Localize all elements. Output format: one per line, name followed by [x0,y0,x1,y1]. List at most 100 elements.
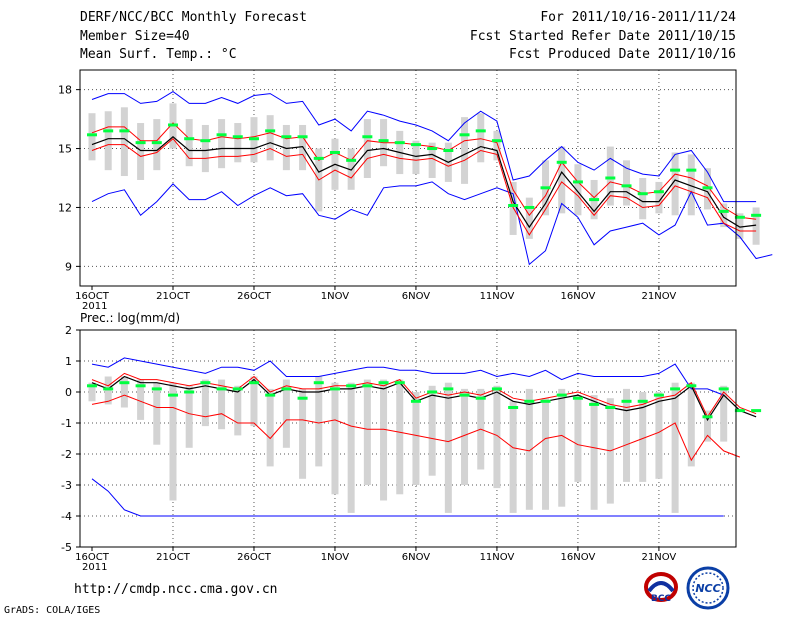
spread-box [671,382,679,513]
spread-box [153,119,161,171]
spread-box [428,142,436,178]
spread-box [493,130,501,161]
plot-frame [79,329,737,548]
series-line-median [91,136,757,229]
spread-box [169,382,177,501]
x-tick-label: 16NOV [561,552,596,563]
spread-box [623,160,631,206]
y-tick-label: -4 [61,510,72,523]
spread-box [752,207,760,245]
y-tick-label: 2 [65,324,72,337]
spread-box [234,123,242,163]
x-tick-label: 21NOV [642,552,677,563]
spread-box [282,379,290,448]
x-tick-label: 21OCT [156,291,191,302]
y-tick-label: -3 [61,479,72,492]
spread-box [428,385,436,476]
spread-box [363,379,371,485]
spread-box [704,410,712,442]
spread-box [185,119,193,167]
spread-box [347,382,355,513]
grads-credit: GrADS: COLA/IGES [4,605,101,616]
spread-box [266,388,274,467]
source-url[interactable]: http://cmdp.ncc.cma.gov.cn [74,582,278,597]
x-tick-label: 26OCT [237,291,272,302]
x-tick-label: 16OCT [75,552,110,563]
spread-box [444,382,452,513]
spread-box [153,382,161,445]
ncc-logo: NCC [686,566,730,610]
spread-box [623,388,631,482]
x-tick-label: 16OCT [75,291,110,302]
x-tick-label: 11NOV [480,552,515,563]
spread-box [509,401,517,513]
bcc-logo-text: BCC [651,594,671,604]
series-line-min [91,91,757,203]
y-tick-label: 18 [58,84,72,97]
series-line-max [91,357,724,396]
spread-box [558,388,566,507]
x-year-label: 2011 [82,301,107,312]
spread-box [104,376,112,405]
spread-box [120,376,128,408]
spread-box [218,379,226,430]
x-tick-label: 21OCT [156,552,191,563]
spread-box [655,392,663,479]
spread-box [558,146,566,214]
x-tick-label: 26OCT [237,552,272,563]
spread-box [185,385,193,448]
spread-box [461,388,469,485]
spread-box [477,113,485,163]
chart-title: DERF/NCC/BCC Monthly Forecast [80,10,307,25]
spread-box [655,181,663,214]
spread-box [525,388,533,510]
spread-box [299,388,307,479]
variable-label: Mean Surf. Temp.: °C [80,47,237,62]
series-line-max [91,181,773,266]
x-tick-label: 1NOV [321,552,350,563]
x-tick-label: 16NOV [561,291,596,302]
spread-box [461,117,469,184]
spread-box [234,385,242,436]
spread-box [590,395,598,510]
temperature-panel: 9 12 15 18 16OCT 21OCT 26OCT 1NOV 6NOV 11NOV 16NOV… [58,69,773,312]
spread-box [412,392,420,485]
spread-box [639,178,647,220]
ncc-logo-text: NCC [695,582,720,595]
spread-box [736,213,744,239]
spread-box [574,164,582,216]
spread-box [88,382,96,402]
member-size-label: Member Size=40 [80,29,190,44]
spread-box [266,115,274,161]
x-tick-label: 6NOV [402,291,431,302]
y-tick-label: 9 [65,260,72,273]
spread-box [493,385,501,489]
spread-box [137,123,145,180]
spread-box [720,385,728,442]
spread-box [396,379,404,495]
forecast-period: For 2011/10/16-2011/11/24 [540,10,736,25]
spread-box [574,395,582,482]
y-tick-label: -2 [61,448,72,461]
spread-box [88,113,96,161]
spread-box [137,379,145,420]
spread-box [542,398,550,510]
y-tick-label: 0 [65,386,72,399]
x-tick-label: 21NOV [642,291,677,302]
forecast-produced-date: Fcst Produced Date 2011/10/16 [509,47,736,62]
spread-box [201,379,209,427]
x-tick-label: 11NOV [480,291,515,302]
y-tick-label: -5 [61,541,72,554]
y-tick-label: 1 [65,355,72,368]
series-line-p15 [91,394,741,462]
spread-box [250,376,258,427]
spread-box [687,382,695,467]
series-line-median [91,375,757,422]
spread-box [380,379,388,501]
spread-box [347,148,355,190]
y-tick-label: 12 [58,201,72,214]
spread-box [639,392,647,482]
x-year-label: 2011 [82,562,107,573]
